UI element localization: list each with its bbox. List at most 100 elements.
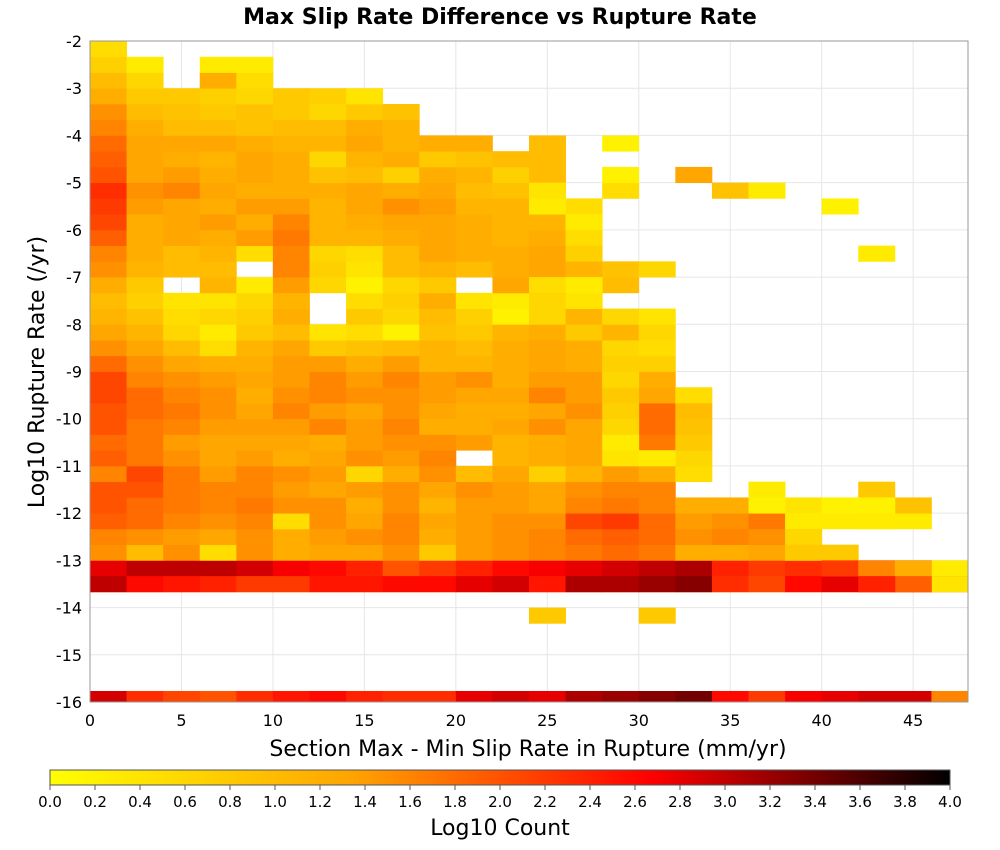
colorbar-tick-label: 2.6 (623, 793, 647, 811)
heatmap-cell (931, 690, 969, 703)
heatmap-cell (492, 387, 530, 404)
heatmap-cell (346, 497, 384, 514)
heatmap-cell (346, 182, 384, 199)
heatmap-cell (90, 387, 127, 404)
heatmap-cell (638, 465, 676, 483)
heatmap-cell (236, 560, 274, 577)
heatmap-cell (785, 576, 823, 593)
heatmap-cell (382, 308, 420, 325)
heatmap-cell (90, 308, 127, 325)
heatmap-cell (236, 450, 274, 467)
heatmap-cell (492, 151, 530, 168)
heatmap-cell (492, 182, 530, 199)
heatmap-cell (163, 198, 201, 215)
heatmap-cell (529, 465, 566, 483)
heatmap-cell (346, 528, 384, 546)
heatmap-cell (346, 513, 384, 530)
heatmap-cell (199, 56, 237, 73)
x-tick-label: 45 (903, 711, 923, 730)
heatmap-cell (638, 450, 676, 467)
heatmap-cell (785, 690, 823, 703)
heatmap-cell (272, 198, 310, 215)
heatmap-cell (309, 151, 347, 168)
heatmap-cell (748, 182, 786, 199)
heatmap-cell (272, 229, 310, 246)
heatmap-cell (90, 88, 127, 105)
heatmap-cell (419, 418, 457, 435)
heatmap-cell (565, 544, 603, 561)
heatmap-cell (419, 576, 457, 593)
heatmap-cell (309, 261, 347, 278)
heatmap-cell (419, 214, 457, 231)
heatmap-cell (858, 560, 896, 577)
heatmap-cell (419, 261, 457, 278)
heatmap-cell (309, 465, 347, 483)
heatmap-cell (90, 119, 127, 136)
heatmap-cell (419, 245, 457, 262)
heatmap-cell (858, 690, 896, 703)
heatmap-cell (346, 151, 384, 168)
heatmap-cell (163, 434, 201, 451)
heatmap-cell (272, 434, 310, 451)
heatmap-cell (785, 544, 823, 561)
heatmap-cell (346, 355, 384, 372)
heatmap-cell (419, 387, 457, 404)
heatmap-cell (199, 324, 237, 341)
heatmap-cell (492, 418, 530, 435)
heatmap-cell (272, 560, 310, 577)
heatmap-cell (346, 450, 384, 467)
colorbar-tick-label: 1.2 (308, 793, 332, 811)
y-tick-label: -12 (56, 504, 82, 523)
heatmap-cell (199, 135, 237, 152)
heatmap-cell (90, 151, 127, 168)
heatmap-cell (602, 182, 640, 199)
heatmap-cell (126, 135, 164, 152)
x-tick-label: 0 (85, 711, 95, 730)
heatmap-cell (236, 371, 274, 388)
heatmap-cell (638, 308, 676, 325)
heatmap-cell (565, 198, 603, 215)
heatmap-cell (455, 308, 493, 325)
heatmap-cell (455, 182, 493, 199)
heatmap-cell (419, 434, 457, 451)
heatmap-cell (163, 214, 201, 231)
y-tick-label: -16 (56, 693, 82, 712)
heatmap-cell (529, 261, 566, 278)
x-tick-label: 15 (354, 711, 374, 730)
heatmap-cell (565, 481, 603, 498)
colorbar-tick-label: 3.6 (848, 793, 872, 811)
heatmap-cell (529, 277, 566, 294)
heatmap-cell (272, 513, 310, 530)
heatmap-cell (565, 387, 603, 404)
heatmap-cell (126, 402, 164, 420)
heatmap-cell (529, 292, 566, 309)
heatmap-cell (821, 513, 859, 530)
heatmap-cell (236, 214, 274, 231)
heatmap-cell (199, 513, 237, 530)
heatmap-cell (638, 481, 676, 498)
heatmap-cell (419, 465, 457, 483)
heatmap-cell (565, 434, 603, 451)
heatmap-cell (272, 481, 310, 498)
heatmap-cell (455, 151, 493, 168)
heatmap-cell (492, 465, 530, 483)
heatmap-cell (199, 465, 237, 483)
heatmap-cell (163, 576, 201, 593)
heatmap-cell (309, 576, 347, 593)
heatmap-cell (163, 402, 201, 420)
heatmap-cell (565, 292, 603, 309)
heatmap-cell (382, 434, 420, 451)
heatmap-cell (455, 544, 493, 561)
heatmap-cell (126, 340, 164, 357)
heatmap-cell (346, 387, 384, 404)
heatmap-cell (126, 72, 164, 89)
heatmap-cell (90, 214, 127, 231)
heatmap-cell (236, 198, 274, 215)
heatmap-cell (126, 450, 164, 467)
heatmap-cell (126, 513, 164, 530)
heatmap-cell (821, 690, 859, 703)
heatmap-cell (785, 497, 823, 514)
heatmap-cell (638, 607, 676, 624)
heatmap-cell (529, 607, 566, 624)
heatmap-cell (638, 690, 676, 703)
